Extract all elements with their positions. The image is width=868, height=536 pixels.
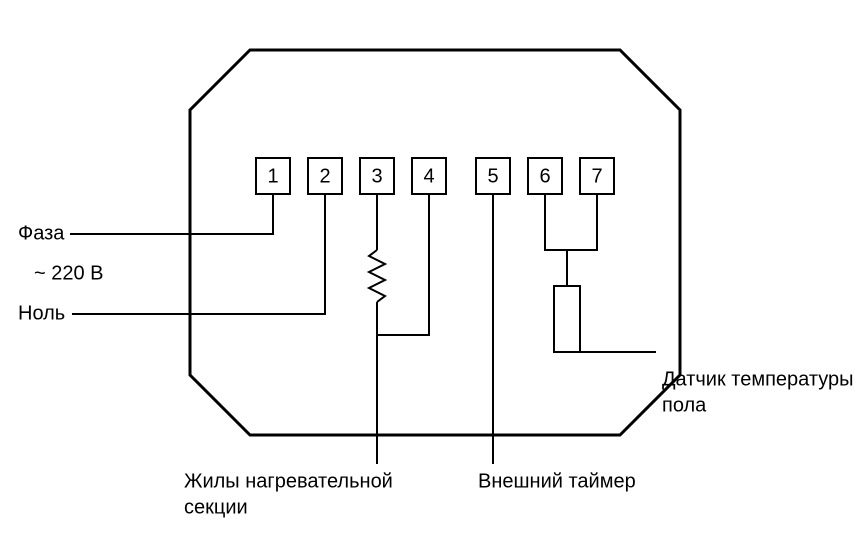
wire-neutral (72, 194, 325, 314)
label-heater-2: секции (184, 496, 248, 518)
wiring-diagram: 1 2 3 4 5 6 7 Фаза ~ 220 В Ноль Жилы нагревате… (0, 0, 868, 536)
terminal-5-label: 5 (487, 165, 498, 187)
label-timer: Внешний таймер (478, 470, 636, 492)
sensor-lead-7 (567, 194, 597, 250)
terminal-2-label: 2 (319, 165, 330, 187)
terminal-1-label: 1 (267, 165, 278, 187)
terminals-group: 1 2 3 4 5 6 7 (256, 158, 614, 194)
terminal-3-label: 3 (371, 165, 382, 187)
label-phase: Фаза (18, 222, 65, 244)
label-sensor-1: Датчик температуры (662, 368, 854, 390)
heater-resistor-symbol (369, 250, 385, 302)
terminal-4-label: 4 (423, 165, 434, 187)
floor-sensor-symbol (554, 286, 580, 352)
label-neutral: Ноль (18, 302, 65, 324)
label-sensor-2: пола (662, 394, 707, 416)
device-outline (190, 50, 680, 435)
label-heater-1: Жилы нагревательной (184, 470, 393, 492)
terminal-6-label: 6 (539, 165, 550, 187)
label-220v: ~ 220 В (34, 262, 104, 284)
sensor-lead-6 (545, 194, 567, 250)
wire-phase (70, 194, 273, 234)
terminal-7-label: 7 (591, 165, 602, 187)
